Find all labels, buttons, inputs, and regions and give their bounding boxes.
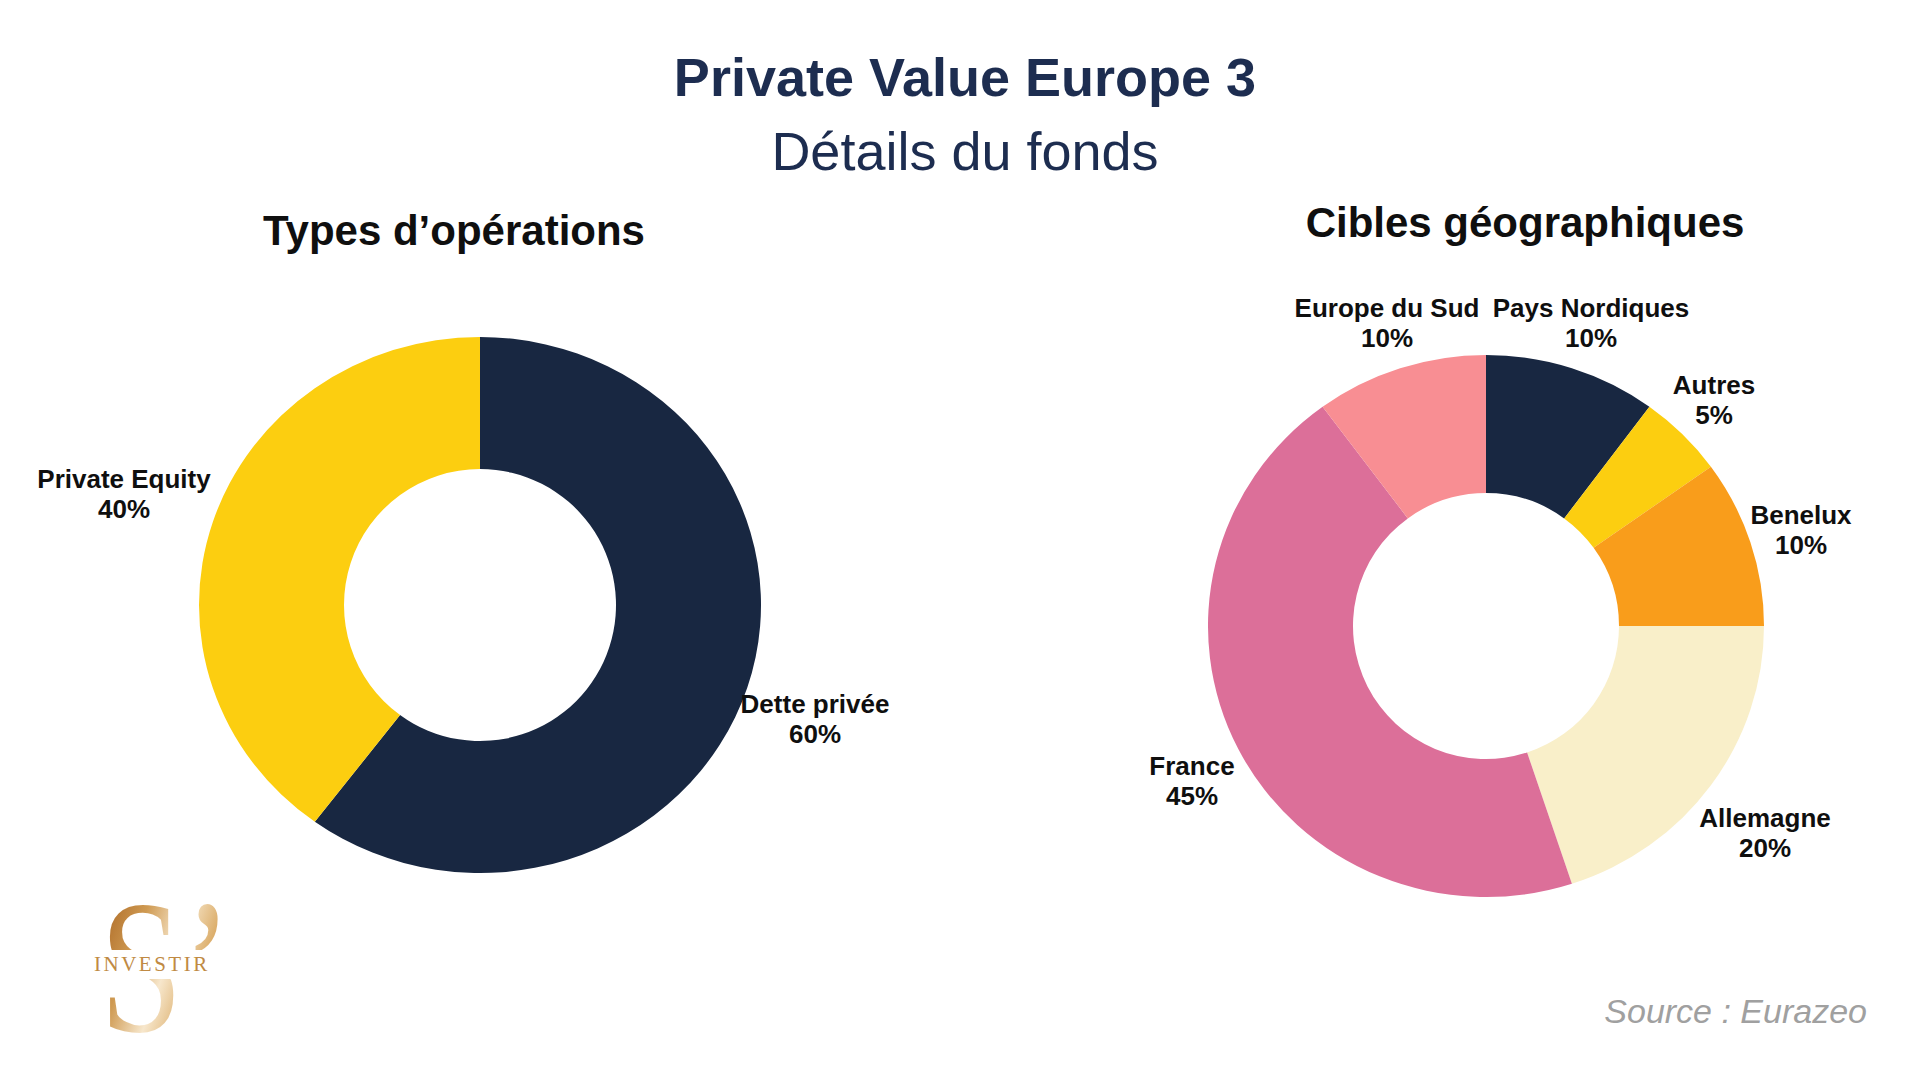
right-chart-title: Cibles géographiques [1225, 198, 1825, 248]
label-benelux: Benelux10% [1661, 500, 1920, 560]
source-caption: Source : Eurazeo [1604, 991, 1867, 1031]
label-autres: Autres5% [1574, 370, 1854, 430]
page-title: Private Value Europe 3 [0, 46, 1920, 108]
donut-types-operations [199, 337, 761, 873]
page-subtitle: Détails du fonds [0, 120, 1920, 182]
logo-word-investir: INVESTIR [90, 950, 214, 979]
left-chart-title: Types d’opérations [154, 206, 754, 256]
label-france: France45% [1052, 751, 1332, 811]
label-private-equity: Private Equity40% [0, 464, 264, 524]
label-pays-nordiques: Pays Nordiques10% [1451, 293, 1731, 353]
investir-logo: S’ INVESTIR [90, 893, 260, 1063]
label-allemagne: Allemagne20% [1625, 803, 1905, 863]
label-dette-privee: Dette privée60% [675, 689, 955, 749]
